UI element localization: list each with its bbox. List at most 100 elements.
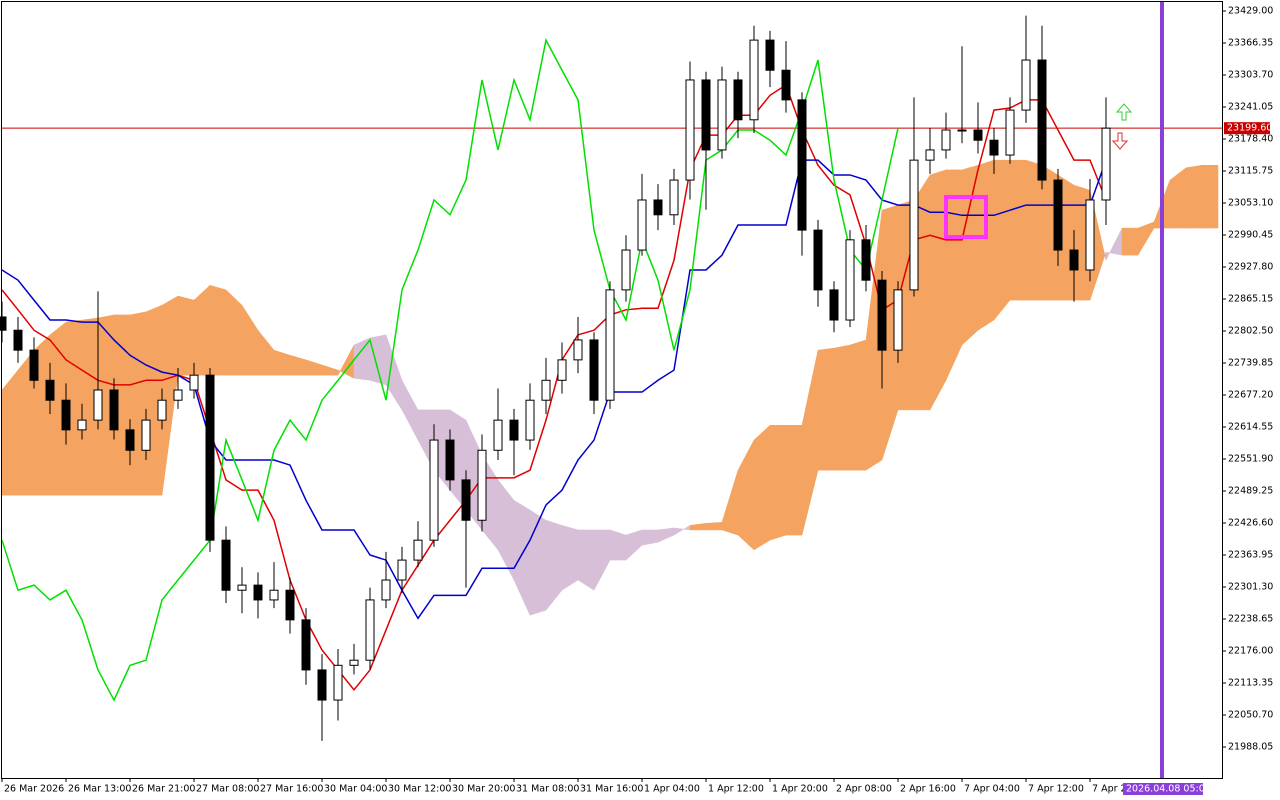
y-tick-label: 22677.20: [1228, 390, 1273, 401]
cloud-segment: [833, 344, 851, 471]
candle-body: [525, 399, 535, 441]
cloud-segment: [993, 159, 1011, 321]
plot-border: [1, 1, 1223, 779]
candle-body: [477, 449, 487, 521]
y-tick-label: 23429.00: [1228, 5, 1273, 16]
x-tick-label: 30 Mar 12:00: [388, 784, 451, 795]
candle-body: [429, 439, 439, 541]
candle-body: [877, 279, 887, 351]
candle-body: [157, 399, 167, 421]
cloud-segment: [353, 337, 371, 381]
candle-body: [269, 589, 279, 601]
candle-body: [797, 99, 807, 231]
x-tick-label: 27 Mar 16:00: [260, 784, 323, 795]
candle-body: [13, 329, 23, 351]
candle-body: [541, 379, 551, 401]
cloud-segment: [769, 424, 787, 541]
y-tick-label: 22927.80: [1228, 262, 1273, 273]
cloud-segment: [961, 164, 979, 346]
candle-body: [605, 289, 615, 401]
candle-body: [77, 419, 87, 431]
cloud-segment: [977, 159, 995, 331]
candle-body: [685, 79, 695, 181]
price-label: 23199.60: [1227, 123, 1272, 134]
x-tick-label: 7 Apr 04:00: [964, 784, 1020, 795]
candle-body: [845, 239, 855, 321]
candle-body: [813, 229, 823, 291]
indicator-line: [1, 83, 1107, 692]
x-tick-label: 26 Mar 2026: [4, 784, 64, 795]
candle-body: [205, 374, 215, 541]
y-tick-label: 22238.65: [1228, 614, 1273, 625]
y-tick-label: 22614.55: [1228, 422, 1273, 433]
cloud-segment: [1009, 159, 1027, 301]
candle-body: [285, 589, 295, 621]
candle-body: [1085, 199, 1095, 271]
y-tick-label: 22551.90: [1228, 454, 1273, 465]
x-tick-label: 7 Apr 20:00: [1092, 784, 1148, 795]
candle-body: [445, 439, 455, 481]
candle-body: [221, 539, 231, 591]
candle-body: [0, 316, 7, 331]
y-tick-label: 22489.25: [1228, 486, 1273, 497]
x-tick-label: 30 Mar 04:00: [324, 784, 387, 795]
candle-body: [237, 584, 247, 591]
x-tick-label: 27 Mar 08:00: [196, 784, 259, 795]
x-tick-label: 30 Mar 20:00: [452, 784, 515, 795]
indicator-line: [1, 159, 1107, 620]
y-tick-label: 22113.35: [1228, 678, 1273, 689]
x-tick-label: 31 Mar 08:00: [516, 784, 579, 795]
x-tick-label: 31 Mar 16:00: [580, 784, 643, 795]
cloud-segment: [817, 347, 835, 471]
y-tick-label: 23366.35: [1228, 37, 1273, 48]
candle-body: [989, 139, 999, 156]
cloud-segment: [193, 284, 211, 376]
cloud-segment: [1185, 164, 1203, 229]
cloud-segment: [849, 339, 867, 471]
y-tick-label: 22176.00: [1228, 646, 1273, 657]
candle-body: [909, 159, 919, 291]
candle-body: [1037, 59, 1047, 181]
cloud-segment: [1121, 227, 1139, 256]
candle-body: [253, 584, 263, 601]
x-tick-label: 1 Apr 12:00: [708, 784, 764, 795]
cloud-segment: [1025, 159, 1043, 301]
candle-body: [973, 129, 983, 141]
x-tick-label: 7 Apr 12:00: [1028, 784, 1084, 795]
y-tick-label: 23178.40: [1228, 133, 1273, 144]
candle-body: [189, 374, 199, 391]
y-tick-label: 22301.30: [1228, 582, 1273, 593]
candle-body: [701, 79, 711, 151]
candle-body: [365, 599, 375, 661]
x-tick-label: 2 Apr 08:00: [836, 784, 892, 795]
x-tick-label: 1 Apr 20:00: [772, 784, 828, 795]
cloud-segment: [369, 334, 387, 386]
candle-body: [29, 349, 39, 381]
candle-body: [925, 149, 935, 161]
candle-body: [301, 619, 311, 671]
candle-body: [749, 39, 759, 121]
candle-body: [957, 129, 967, 132]
candle-body: [109, 389, 119, 431]
x-tick-label: 2 Apr 16:00: [900, 784, 956, 795]
candle-body: [893, 289, 903, 351]
candle-body: [173, 389, 183, 401]
candle-body: [653, 199, 663, 216]
candle-body: [61, 399, 71, 431]
cloud-segment: [561, 525, 579, 591]
candle-body: [557, 359, 567, 381]
candle-layer: [0, 15, 1111, 741]
cloud-segment: [785, 424, 803, 536]
candle-body: [141, 419, 151, 451]
cloud-segment: [753, 424, 771, 551]
y-tick-label: 21988.05: [1228, 742, 1273, 753]
time-label-box: [1123, 783, 1203, 795]
cloud-segment: [945, 169, 963, 381]
y-tick-label: 22426.60: [1228, 518, 1273, 529]
cloud-segment: [177, 295, 195, 376]
time-label: 2026.04.08 05:00: [1126, 784, 1211, 795]
